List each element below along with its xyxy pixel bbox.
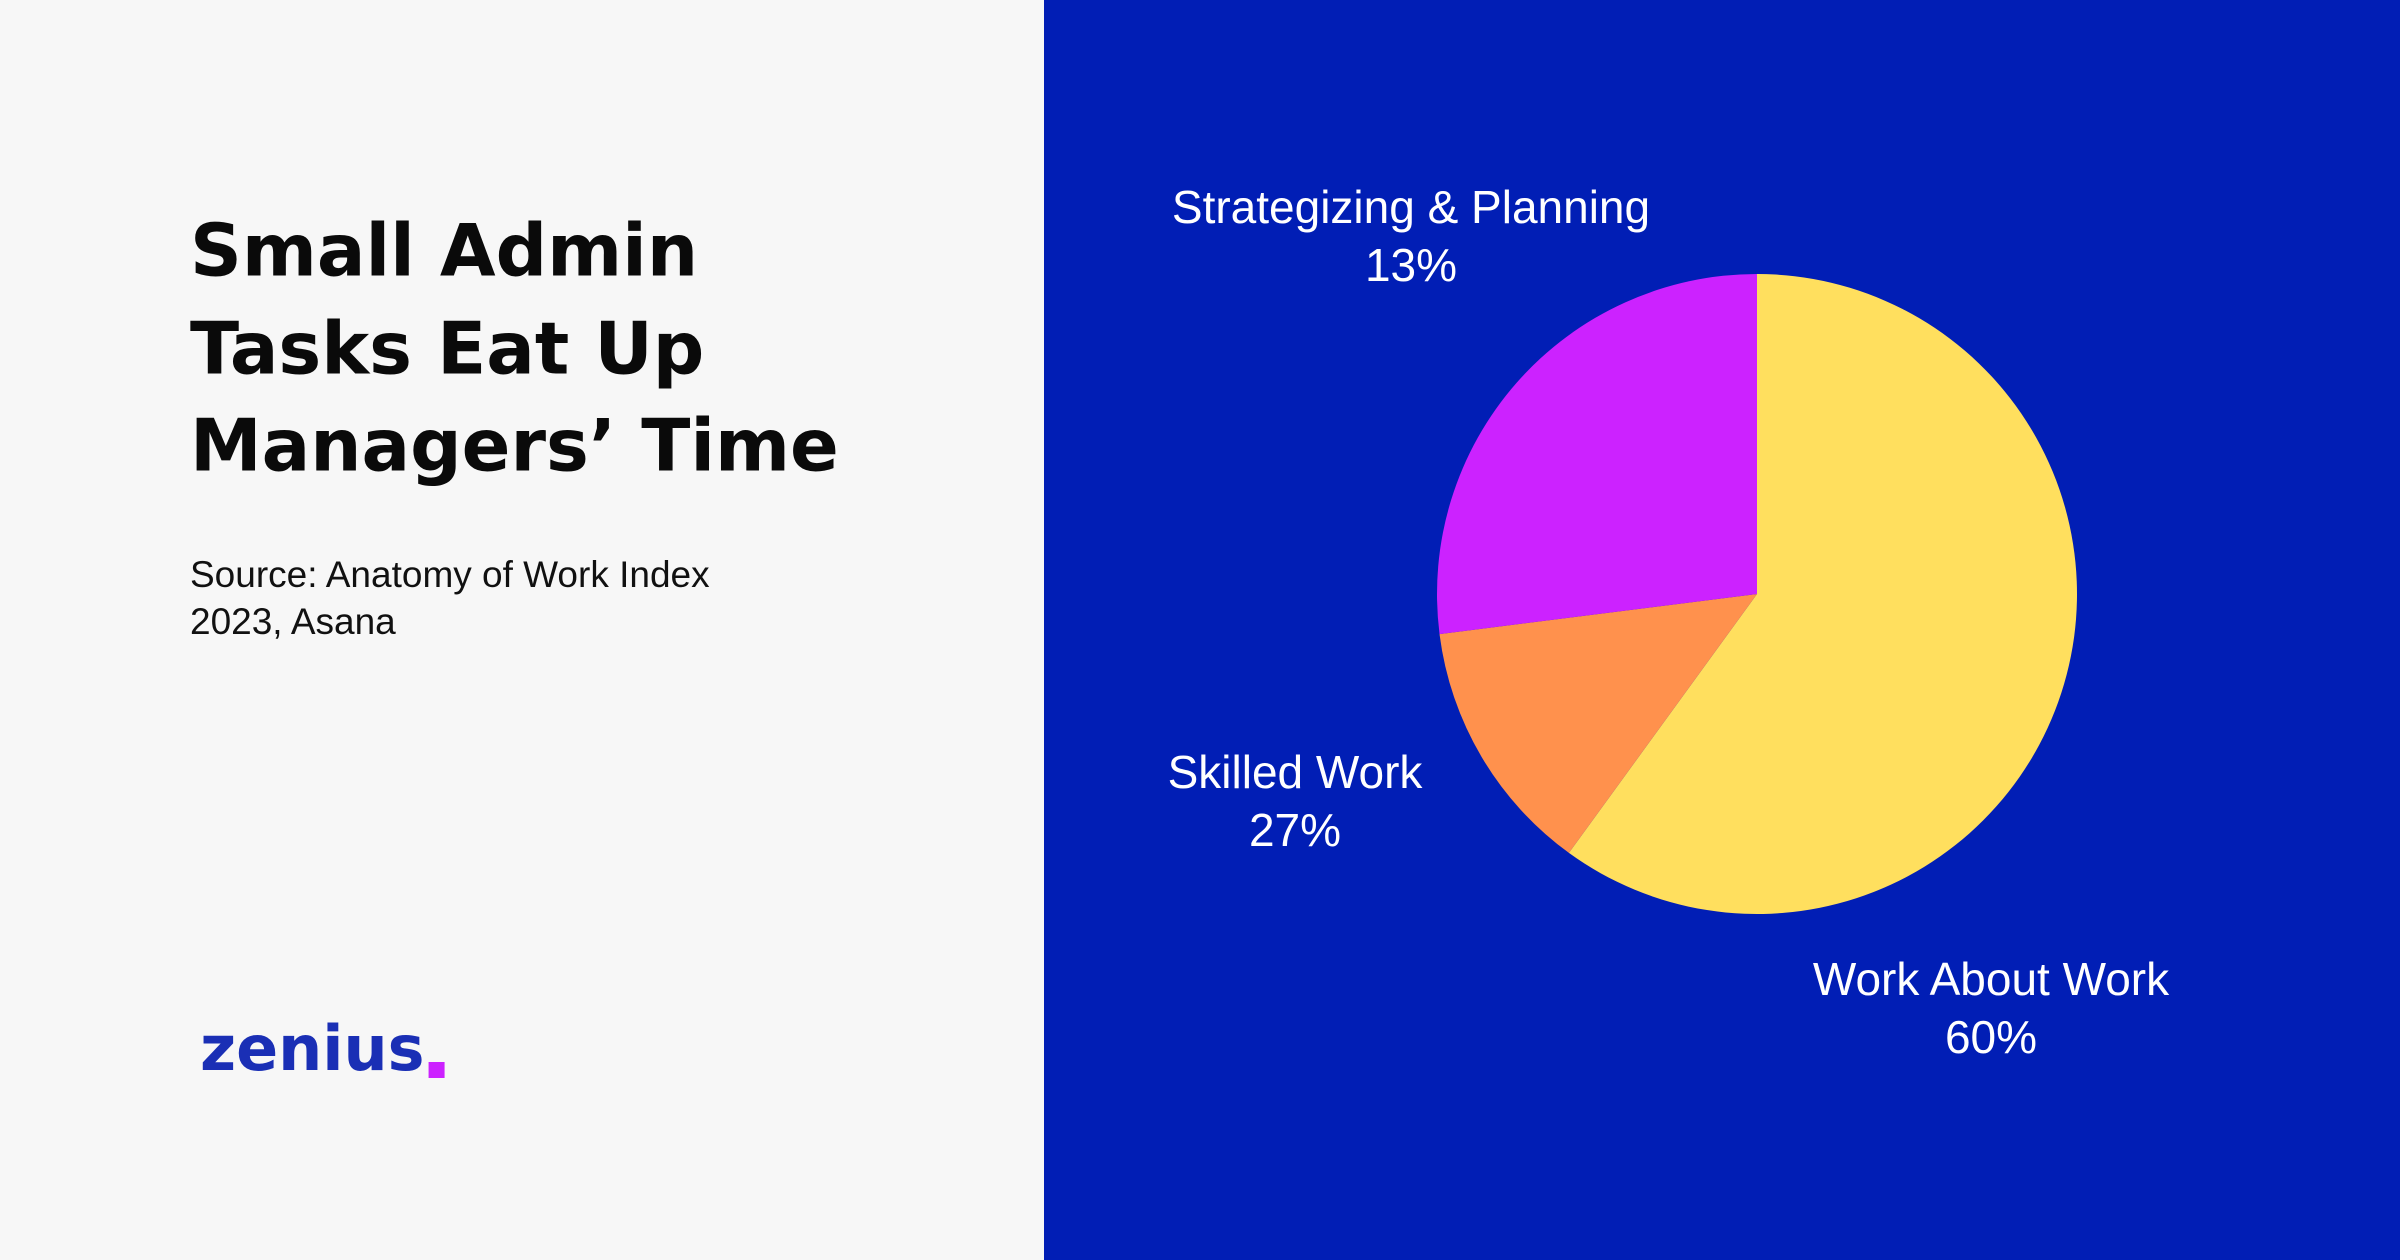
- pie-slice: [1568, 274, 2077, 915]
- left-panel: [0, 0, 1044, 1260]
- brand-dot: [428, 1062, 445, 1078]
- pie: [1437, 274, 2077, 915]
- source-line: Source: Anatomy of Work Index: [190, 554, 710, 595]
- title-line: Tasks Eat Up: [190, 307, 704, 391]
- title-line: Managers’ Time: [190, 404, 839, 488]
- pie-slice: [1437, 274, 1757, 635]
- slice-value-label: 27%: [1249, 804, 1341, 856]
- source-line: 2023, Asana: [190, 601, 396, 642]
- slice-label: Skilled Work: [1168, 746, 1424, 798]
- title-line: Small Admin: [190, 209, 698, 293]
- brand-logo: zenius: [200, 1012, 425, 1085]
- slice-label: Strategizing & Planning: [1172, 181, 1650, 233]
- pie-slice: [1439, 594, 1757, 853]
- slice-label: Work About Work: [1813, 953, 2170, 1005]
- slice-value-label: 60%: [1945, 1011, 2037, 1063]
- slice-value-label: 13%: [1365, 239, 1457, 291]
